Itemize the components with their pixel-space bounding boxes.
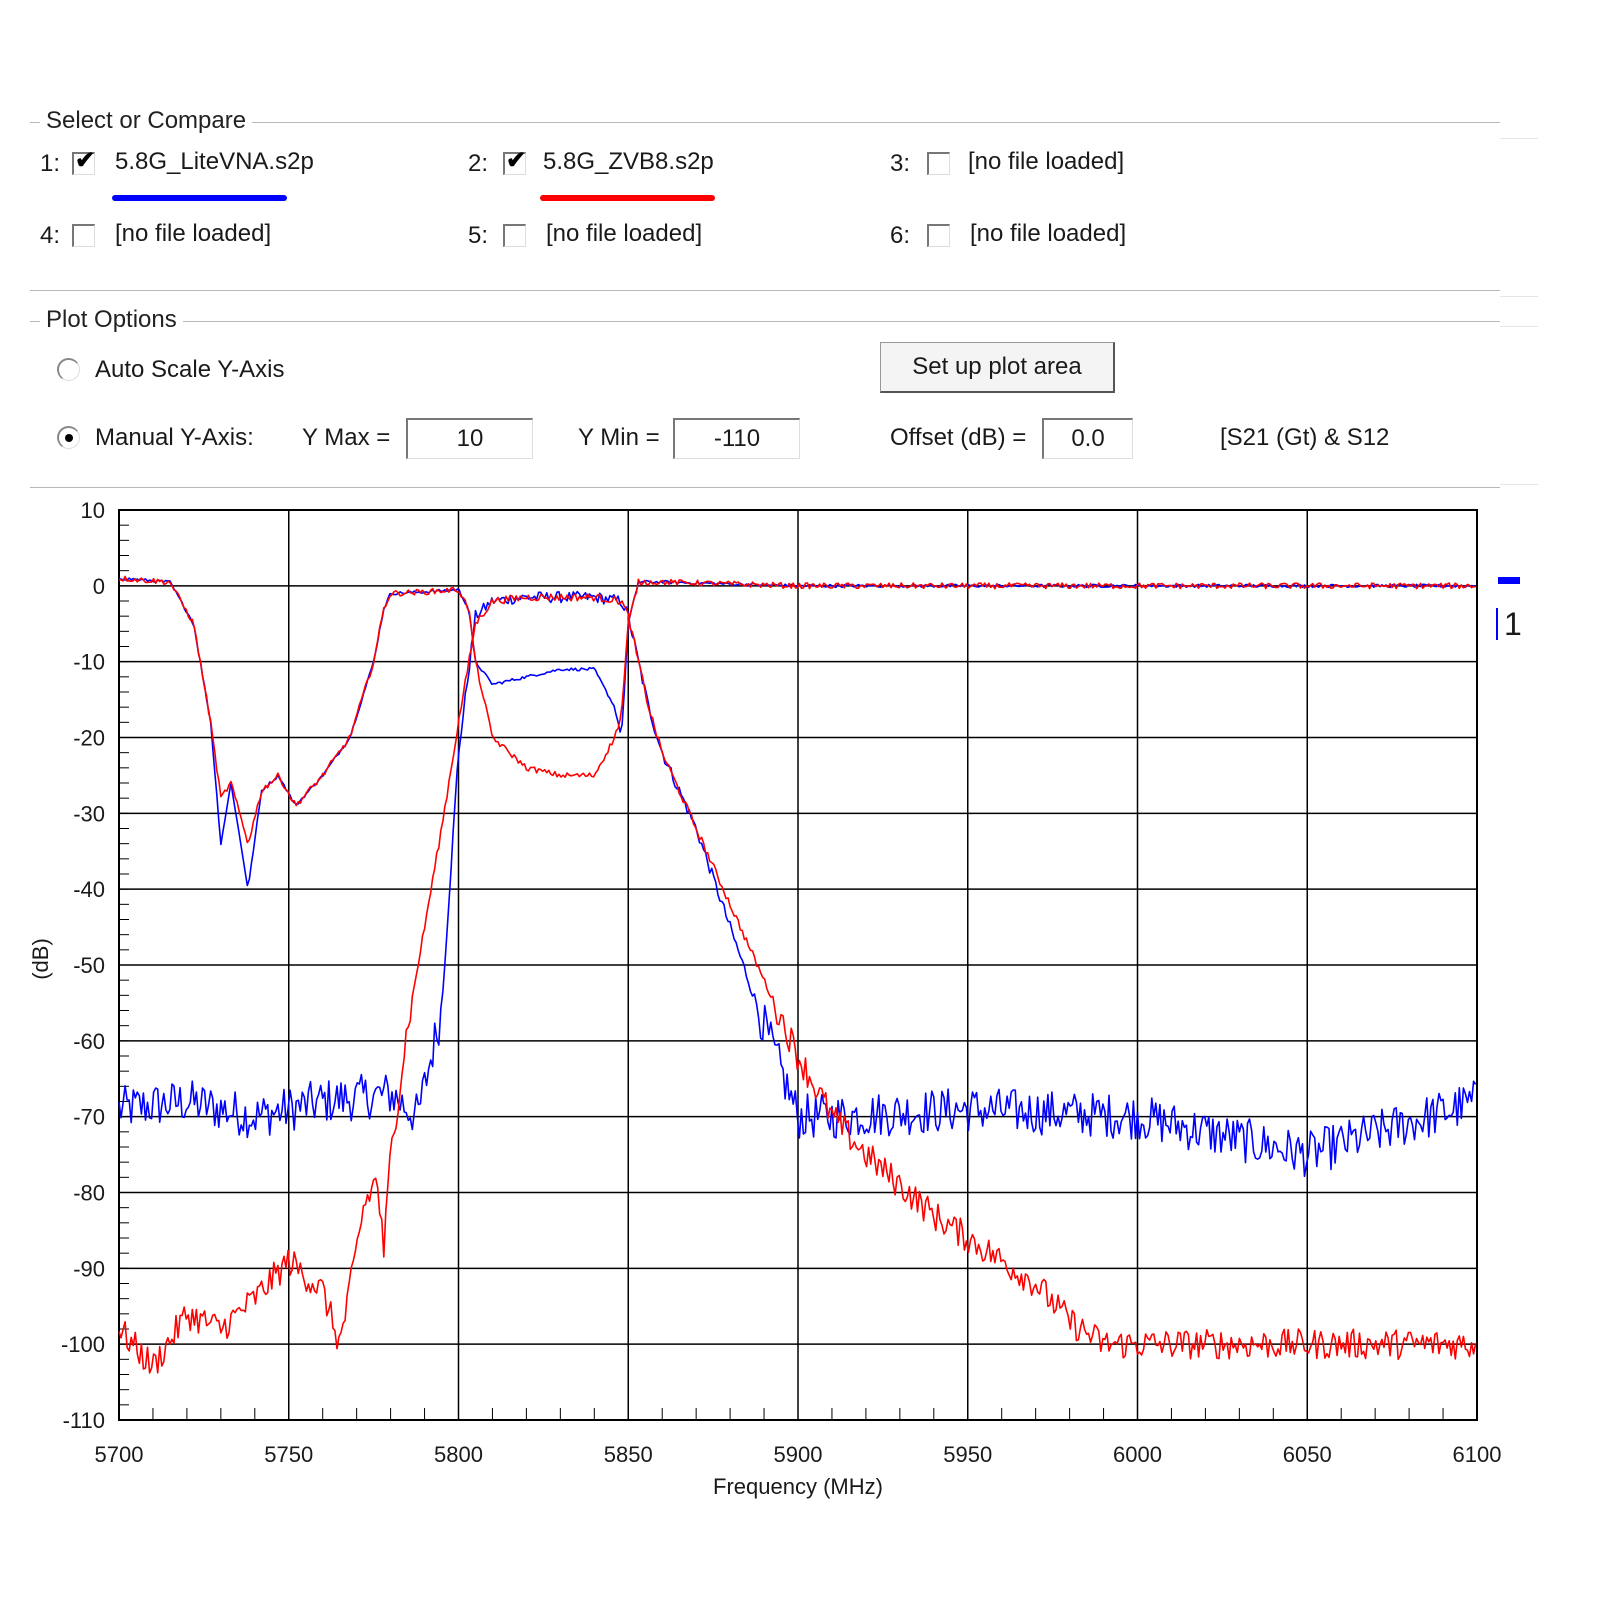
x-tick-label: 5900 [774, 1442, 823, 1467]
plot-options-frame [30, 321, 1500, 322]
ymin-label: Y Min = [578, 424, 660, 451]
setup-plot-area-button[interactable]: Set up plot area [880, 342, 1115, 393]
file-4-name: [no file loaded] [115, 220, 272, 247]
y-tick-label: -80 [73, 1181, 105, 1206]
manual-y-axis-label[interactable]: Manual Y-Axis: [95, 424, 254, 451]
y-tick-label: -50 [73, 953, 105, 978]
x-tick-label: 5850 [604, 1442, 653, 1467]
y-tick-label: -20 [73, 726, 105, 751]
file-5-checkbox[interactable] [503, 224, 526, 247]
file-6-index: 6: [890, 222, 911, 249]
y-axis-label: (dB) [28, 938, 53, 980]
file-3-name: [no file loaded] [968, 148, 1125, 175]
plot-options-frame-right [1500, 326, 1538, 327]
file-5-name: [no file loaded] [546, 220, 703, 247]
file-4-index: 4: [40, 222, 61, 249]
file-5-index: 5: [468, 222, 489, 249]
series-line-s21 [118, 590, 1477, 1178]
file-1-checkbox[interactable]: ✔ [72, 147, 96, 175]
ymax-input[interactable]: 10 [406, 418, 533, 459]
file-2-index: 2: [468, 150, 489, 177]
x-axis-label: Frequency (MHz) [713, 1474, 883, 1499]
select-group-frame-right [1500, 138, 1538, 139]
x-tick-label: 5800 [434, 1442, 483, 1467]
file-6-name: [no file loaded] [970, 220, 1127, 247]
offset-label: Offset (dB) = [890, 424, 1027, 451]
file-1-name[interactable]: 5.8G_LiteVNA.s2p [115, 148, 314, 175]
x-tick-label: 5950 [943, 1442, 992, 1467]
parameter-label: [S21 (Gt) & S12 [1220, 424, 1390, 451]
radio-selected-dot [65, 434, 73, 442]
y-tick-label: -90 [73, 1256, 105, 1281]
series-line-s21 [118, 593, 1477, 1374]
file-2-name[interactable]: 5.8G_ZVB8.s2p [543, 148, 714, 175]
select-group-bottom [30, 290, 1500, 291]
plot-options-bottom-right [1500, 484, 1538, 485]
y-tick-label: -40 [73, 877, 105, 902]
x-tick-label: 6100 [1453, 1442, 1502, 1467]
select-group-bottom-right [1500, 296, 1538, 297]
offset-input[interactable]: 0.0 [1042, 418, 1133, 459]
y-tick-label: -10 [73, 650, 105, 675]
x-tick-label: 6050 [1283, 1442, 1332, 1467]
y-tick-label: 10 [81, 498, 105, 523]
file-3-index: 3: [890, 150, 911, 177]
plot-options-bottom [30, 487, 1500, 488]
select-group-frame [30, 122, 1500, 123]
y-tick-label: 0 [93, 574, 105, 599]
file-1-index: 1: [40, 150, 61, 177]
y-tick-label: -60 [73, 1029, 105, 1054]
check-icon: ✔ [75, 147, 96, 174]
select-group-title: Select or Compare [40, 107, 253, 135]
file-3-checkbox[interactable] [927, 152, 950, 175]
series-line-s12 [118, 575, 1476, 844]
y-tick-label: -70 [73, 1105, 105, 1130]
file-1-color-swatch [112, 195, 287, 201]
file-4-checkbox[interactable] [72, 224, 95, 247]
plot-options-title: Plot Options [40, 306, 183, 334]
y-tick-label: -100 [61, 1332, 105, 1357]
file-2-checkbox[interactable]: ✔ [503, 147, 527, 175]
legend-fragment-text: 1 [1496, 608, 1522, 640]
s-parameter-chart: 5700 5750 5800 5850 5900 5950 6000 6050 6100 10 0 -… [28, 498, 1502, 1499]
x-tick-label: 5700 [95, 1442, 144, 1467]
y-tick-label: -110 [63, 1408, 105, 1433]
auto-scale-label[interactable]: Auto Scale Y-Axis [95, 356, 285, 383]
y-tick-label: -30 [73, 801, 105, 826]
x-tick-label: 6000 [1113, 1442, 1162, 1467]
legend-swatch [1498, 577, 1520, 584]
x-tick-label: 5750 [264, 1442, 313, 1467]
check-icon: ✔ [506, 147, 527, 174]
manual-y-axis-radio[interactable] [57, 426, 80, 449]
file-6-checkbox[interactable] [927, 224, 950, 247]
auto-scale-radio[interactable] [57, 358, 80, 381]
ymin-input[interactable]: -110 [673, 418, 800, 459]
ymax-label: Y Max = [302, 424, 391, 451]
file-2-color-swatch [540, 195, 715, 201]
